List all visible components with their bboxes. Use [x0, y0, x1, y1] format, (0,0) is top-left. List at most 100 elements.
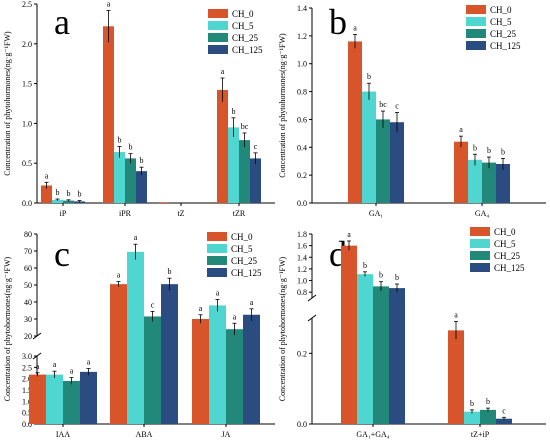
bar-ch_5: [209, 305, 226, 424]
x-tick-label: IAA: [56, 430, 70, 439]
significance-letter: a: [250, 298, 254, 307]
y-tick-label: 1.5: [22, 386, 32, 395]
significance-letter: b: [56, 188, 60, 197]
y-tick-label: 2.5: [22, 0, 32, 9]
legend-label: CH_0: [231, 232, 253, 242]
bar-ch_5: [127, 251, 144, 424]
bar-ch_0: [103, 26, 114, 204]
significance-letter: a: [87, 357, 91, 366]
bar-ch_5: [468, 159, 482, 203]
panel-label: a: [54, 2, 70, 42]
significance-letter: b: [395, 273, 399, 282]
significance-letter: a: [70, 367, 74, 376]
y-tick-label: 1.0: [297, 60, 307, 69]
significance-letter: b: [367, 72, 371, 81]
y-tick-label: 1.6: [297, 242, 307, 251]
legend-swatch: [208, 45, 228, 54]
x-tick-label: tZ+iP: [471, 430, 490, 439]
y-tick-label: 1.2: [297, 32, 307, 41]
significance-letter: c: [502, 406, 506, 415]
legend-label: CH_125: [231, 268, 262, 278]
significance-letter: a: [45, 171, 49, 180]
y-tick-label: 70: [24, 247, 32, 256]
y-tick-label: 3.0: [22, 352, 32, 361]
significance-letter: bc: [379, 100, 387, 109]
y-tick-label: 1.4: [297, 253, 307, 262]
significance-letter: a: [53, 360, 57, 369]
x-tick-label: iP: [60, 209, 67, 218]
legend-swatch: [207, 268, 227, 277]
legend-label: CH_0: [494, 227, 516, 237]
legend-swatch: [470, 263, 490, 272]
bar-ch_5: [114, 152, 125, 203]
y-axis-label: Concentration of phytohormones(ng·g⁻¹FW): [3, 256, 12, 401]
significance-letter: b: [501, 147, 505, 156]
bar-ch_0: [29, 374, 46, 424]
y-tick-label: 0.0: [297, 199, 307, 208]
bar-ch_0: [448, 330, 464, 424]
x-tick-label: GA₄: [475, 209, 490, 218]
legend-swatch: [470, 251, 490, 260]
axis-break-mark: [307, 314, 317, 322]
y-axis-label: Concentration of phytohormones(ng·g⁻¹FW): [278, 33, 287, 178]
y-tick-label: 1.0: [22, 119, 32, 128]
bar-ch_25: [63, 200, 74, 203]
bar-ch_5: [464, 411, 480, 424]
legend-swatch: [470, 239, 490, 248]
significance-letter: b: [67, 189, 71, 198]
significance-letter: a: [347, 230, 351, 239]
bar-ch_0: [341, 245, 357, 424]
y-tick-label: 30: [24, 315, 32, 324]
y-tick-label: 1.0: [297, 277, 307, 286]
x-tick-label: tZ: [177, 209, 184, 218]
x-tick-label: iPR: [119, 209, 132, 218]
legend-label: CH_25: [232, 33, 259, 43]
significance-letter: a: [353, 23, 357, 32]
legend-swatch: [466, 17, 486, 26]
significance-letter: b: [232, 107, 236, 116]
significance-letter: b: [129, 143, 133, 152]
legend-label: CH_5: [490, 17, 512, 27]
legend-swatch: [208, 21, 228, 30]
x-tick-label: JA: [222, 430, 231, 439]
axis-break-mark: [307, 294, 317, 302]
y-tick-label: 80: [24, 230, 32, 239]
bar-ch_5: [46, 374, 63, 424]
y-tick-label: 1.4: [297, 4, 307, 13]
y-tick-label: 0.6: [297, 115, 307, 124]
bar-ch_125: [496, 164, 510, 203]
y-tick-label: 1.8: [297, 230, 307, 239]
significance-letter: b: [78, 190, 82, 199]
significance-letter: b: [487, 146, 491, 155]
significance-letter: b: [168, 267, 172, 276]
significance-letter: c: [395, 101, 399, 110]
panel-label: c: [54, 234, 70, 274]
bar-ch_25: [373, 286, 389, 424]
y-tick-label: 0.2: [297, 171, 307, 180]
legend-label: CH_0: [232, 9, 254, 19]
legend-swatch: [470, 227, 490, 236]
y-tick-label: 0.8: [297, 288, 307, 297]
y-tick-label: 0.0: [22, 420, 32, 429]
y-axis-label: Concentration of phytohormones(ng·g⁻¹FW): [3, 31, 12, 176]
significance-letter: b: [363, 261, 367, 270]
x-tick-label: ABA: [136, 430, 153, 439]
significance-letter: b: [473, 143, 477, 152]
legend-swatch: [208, 9, 228, 18]
y-tick-label: 2.0: [22, 40, 32, 49]
bar-ch_0: [454, 141, 468, 203]
bar-ch_25: [63, 380, 80, 424]
legend-swatch: [466, 29, 486, 38]
bar-ch_125: [136, 171, 147, 203]
bar-ch_125: [390, 122, 404, 203]
significance-letter: a: [454, 311, 458, 320]
bar-ch_25: [125, 158, 136, 203]
x-tick-label: GA₁: [369, 209, 384, 218]
panel-c: 0.0 0.5 1.0 1.5 2.0 2.5 3.0 20 30 40 50 60 70 80 Conce…: [3, 230, 275, 439]
y-tick-label: 60: [24, 264, 32, 273]
bar-ch_125: [80, 371, 97, 424]
panel-d: 0.0 0.2 0.8 1.0 1.2 1.4 1.6 1.8 Concentration of…: [278, 227, 546, 439]
y-tick-label: 0.5: [22, 409, 32, 418]
significance-letter: c: [254, 142, 258, 151]
panel-a: 0.0 0.5 1.0 1.5 2.0 2.5 Concentration of phyto…: [3, 0, 275, 218]
